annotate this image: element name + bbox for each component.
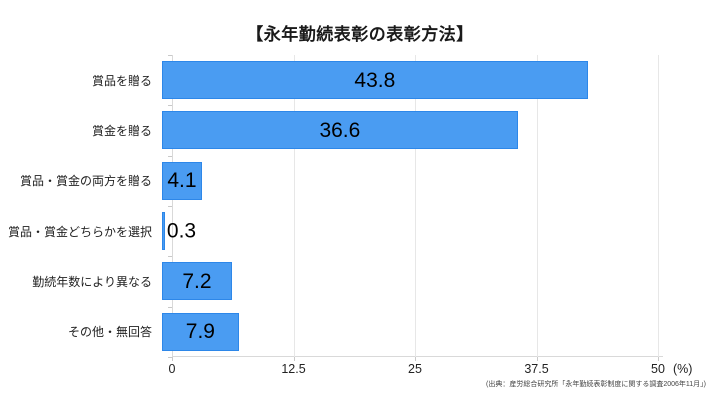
category-label: その他・無回答: [67, 325, 152, 340]
bar-row: 賞品を贈る 43.8: [0, 55, 720, 105]
bar-rows: 賞品を贈る 43.8 賞金を贈る 36.6 賞品・賞金の両方を贈る 4.1 賞品・賞金どちら…: [0, 55, 720, 357]
x-tick-label: 37.5: [524, 362, 549, 376]
x-axis-tick: [172, 357, 173, 361]
x-tick-label: 25: [408, 362, 422, 376]
x-axis-tick: [415, 357, 416, 361]
bar: 43.8: [162, 61, 588, 100]
bar-row: その他・無回答 7.9: [0, 307, 720, 357]
bar-row: 賞金を贈る 36.6: [0, 105, 720, 155]
bar-value-label: 7.2: [182, 269, 212, 293]
bar-track: 36.6: [162, 111, 648, 150]
x-tick-label: 12.5: [281, 362, 306, 376]
bar-track: 43.8: [162, 61, 648, 100]
bar: 4.1: [162, 161, 202, 200]
bar-row: 賞品・賞金どちらかを選択 0.3: [0, 206, 720, 256]
x-axis-tick: [293, 357, 295, 361]
bar-track: 7.9: [162, 312, 648, 351]
bar-value-label: 43.8: [354, 68, 396, 92]
bar-track: 7.2: [162, 262, 648, 301]
bar: 7.9: [162, 312, 239, 351]
y-axis-tick: [168, 357, 172, 358]
gridline: [536, 55, 538, 357]
plot-area: [168, 55, 663, 361]
y-axis-tick: [168, 155, 172, 157]
category-label: 勤続年数により異なる: [32, 274, 152, 289]
y-axis-tick: [168, 105, 172, 107]
bar: [162, 212, 165, 251]
chart-title: 【永年勤続表彰の表彰方法】: [246, 25, 474, 44]
y-axis-tick: [168, 306, 172, 308]
percent-label: (%): [673, 362, 693, 376]
bar-value-label: 0.3: [166, 219, 197, 243]
y-axis-tick: [168, 256, 172, 258]
y-axis-line: [172, 55, 173, 357]
bar-value-label: 36.6: [319, 118, 361, 142]
bar-row: 勤続年数により異なる 7.2: [0, 256, 720, 306]
bar-row: 賞品・賞金の両方を贈る 4.1: [0, 156, 720, 206]
gridline: [415, 55, 416, 357]
bar: 36.6: [162, 111, 518, 150]
x-tick-label: 50: [651, 362, 665, 376]
bar-track: 4.1: [162, 161, 648, 200]
bar-track: 0.3: [162, 212, 648, 251]
category-label: 賞品を贈る: [91, 73, 152, 88]
y-axis-tick: [168, 206, 172, 207]
x-axis-tick: [658, 357, 659, 361]
x-axis-tick: [536, 357, 538, 361]
bar: 7.2: [162, 262, 232, 301]
x-tick-label: 0: [168, 362, 176, 376]
gridline: [658, 55, 659, 357]
bar-value-label: 4.1: [167, 169, 197, 193]
bar-value-label: 7.9: [185, 320, 215, 344]
category-label: 賞金を贈る: [91, 123, 152, 138]
y-axis-tick: [168, 55, 172, 56]
x-axis-line: [172, 356, 663, 357]
category-label: 賞品・賞金どちらかを選択: [7, 224, 152, 239]
gridline: [293, 55, 295, 357]
category-label: 賞品・賞金の両方を贈る: [19, 174, 152, 189]
source-note: (出典：産労総合研究所「永年勤続表彰制度に関する調査2006年11月」): [485, 381, 706, 388]
